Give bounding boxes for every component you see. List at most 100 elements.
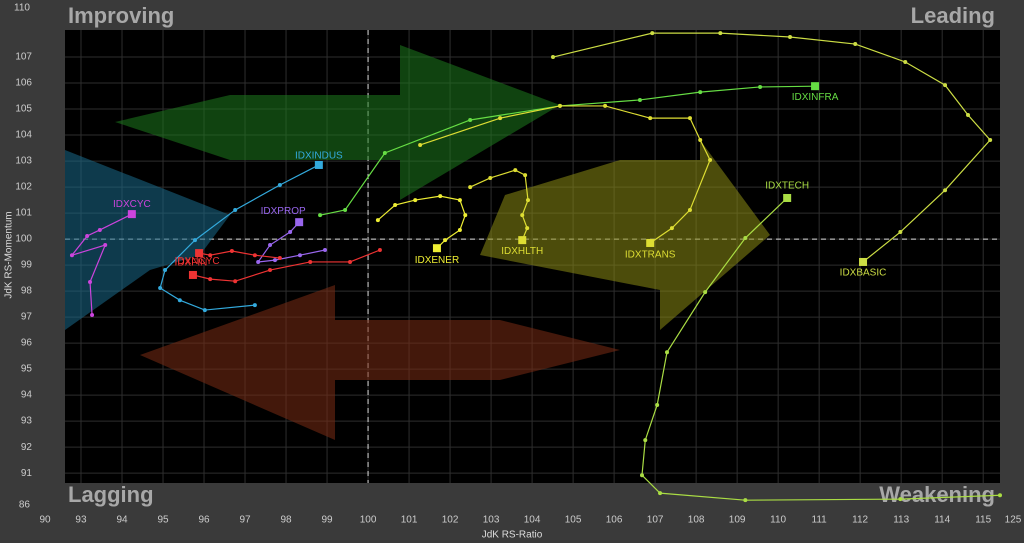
x-tick-label: 97 <box>239 515 251 526</box>
tail-point <box>457 227 462 232</box>
tail-point <box>643 438 648 443</box>
tail-point <box>277 182 282 187</box>
x-tick-label: 106 <box>606 515 623 526</box>
tail-point <box>743 236 748 241</box>
tail-point <box>853 42 858 47</box>
y-tick-label: 99 <box>21 260 33 271</box>
y-tick-label: 105 <box>15 104 32 115</box>
tail-point <box>557 103 562 108</box>
series-label: IDXTECH <box>765 181 809 192</box>
arrow-left <box>65 150 230 330</box>
x-tick-label: 105 <box>565 515 582 526</box>
x-tick-label: 110 <box>770 515 786 526</box>
tail-point <box>443 238 448 243</box>
tail-point <box>637 97 642 102</box>
head-marker <box>188 270 197 279</box>
y-tick-label: 103 <box>15 156 32 167</box>
y-tick-label: 96 <box>21 338 33 349</box>
tail-point <box>468 117 473 122</box>
tail-point <box>943 188 948 193</box>
x-tick-label: 100 <box>360 515 377 526</box>
tail-point <box>277 256 282 261</box>
tail-point <box>551 55 556 60</box>
tail-point <box>252 253 257 258</box>
tail-point <box>208 253 213 258</box>
tail-point <box>438 194 443 199</box>
tail-point <box>308 259 313 264</box>
x-break-label: 125 <box>1005 515 1022 526</box>
tail-point <box>69 253 74 258</box>
series-label: IDXCYC <box>113 199 151 210</box>
x-tick-label: 114 <box>934 515 950 526</box>
x-tick-label: 113 <box>893 515 909 526</box>
y-break-label: 86 <box>19 500 31 511</box>
tail-point <box>177 298 182 303</box>
y-tick-label: 107 <box>15 52 32 63</box>
tail-point <box>665 350 670 355</box>
y-tick-label: 98 <box>21 286 33 297</box>
head-marker <box>859 257 868 266</box>
tail-point <box>718 31 723 36</box>
arrow-down <box>140 285 620 440</box>
x-tick-label: 102 <box>442 515 459 526</box>
x-tick-label: 104 <box>524 515 541 526</box>
tail-point <box>658 491 663 496</box>
tail-point <box>382 151 387 156</box>
rotation-arrows <box>65 45 770 440</box>
x-tick-label: 95 <box>157 515 169 526</box>
tail-point <box>418 142 423 147</box>
tail-line <box>552 32 991 263</box>
tail-point <box>788 35 793 40</box>
tail-point <box>85 233 90 238</box>
head-marker <box>127 210 136 219</box>
y-tick-label: 101 <box>15 208 32 219</box>
tail-point <box>208 277 213 282</box>
x-tick-label: 115 <box>975 515 991 526</box>
x-axis-title: JdK RS-Ratio <box>482 530 543 541</box>
x-tick-label: 107 <box>647 515 664 526</box>
tail-point <box>90 313 95 318</box>
tail-point <box>698 90 703 95</box>
tail-point <box>268 268 273 273</box>
tail-point <box>639 473 644 478</box>
tail-point <box>97 227 102 232</box>
tail-point <box>256 259 261 264</box>
head-marker <box>783 193 792 202</box>
x-tick-label: 112 <box>852 515 868 526</box>
series-label: IDXPROP <box>261 206 306 217</box>
tail-point <box>413 198 418 203</box>
y-tick-label: 92 <box>21 442 33 453</box>
head-marker <box>432 244 441 253</box>
head-marker <box>646 238 655 247</box>
series-label: IDXFIN <box>175 258 208 269</box>
tail-point <box>88 279 93 284</box>
tail-point <box>698 137 703 142</box>
tail-point <box>158 285 163 290</box>
y-tick-label: 94 <box>21 390 33 401</box>
series-label: IDXHLTH <box>501 246 543 257</box>
tail-point <box>233 279 238 284</box>
tail-point <box>650 31 655 36</box>
tail-point <box>297 253 302 258</box>
tail-point <box>988 137 993 142</box>
y-tick-label: 104 <box>15 130 32 141</box>
x-tick-label: 111 <box>812 515 828 526</box>
tail-point <box>903 59 908 64</box>
x-tick-label: 101 <box>401 515 418 526</box>
tail-point <box>252 303 257 308</box>
tail-point <box>743 498 748 503</box>
tail-point <box>322 247 327 252</box>
tail-point <box>498 116 503 121</box>
tail-point <box>708 158 713 163</box>
x-tick-label: 109 <box>729 515 746 526</box>
tail-point <box>377 247 382 252</box>
series-label: IDXINFRA <box>792 92 839 103</box>
y-tick-label: 100 <box>15 234 32 245</box>
y-tick-label: 106 <box>15 78 32 89</box>
tail-point <box>463 213 468 218</box>
x-tick-label: 98 <box>280 515 292 526</box>
series-label: IDXENER <box>415 255 459 266</box>
y-tick-label: 93 <box>21 416 33 427</box>
tail-point <box>229 249 234 254</box>
